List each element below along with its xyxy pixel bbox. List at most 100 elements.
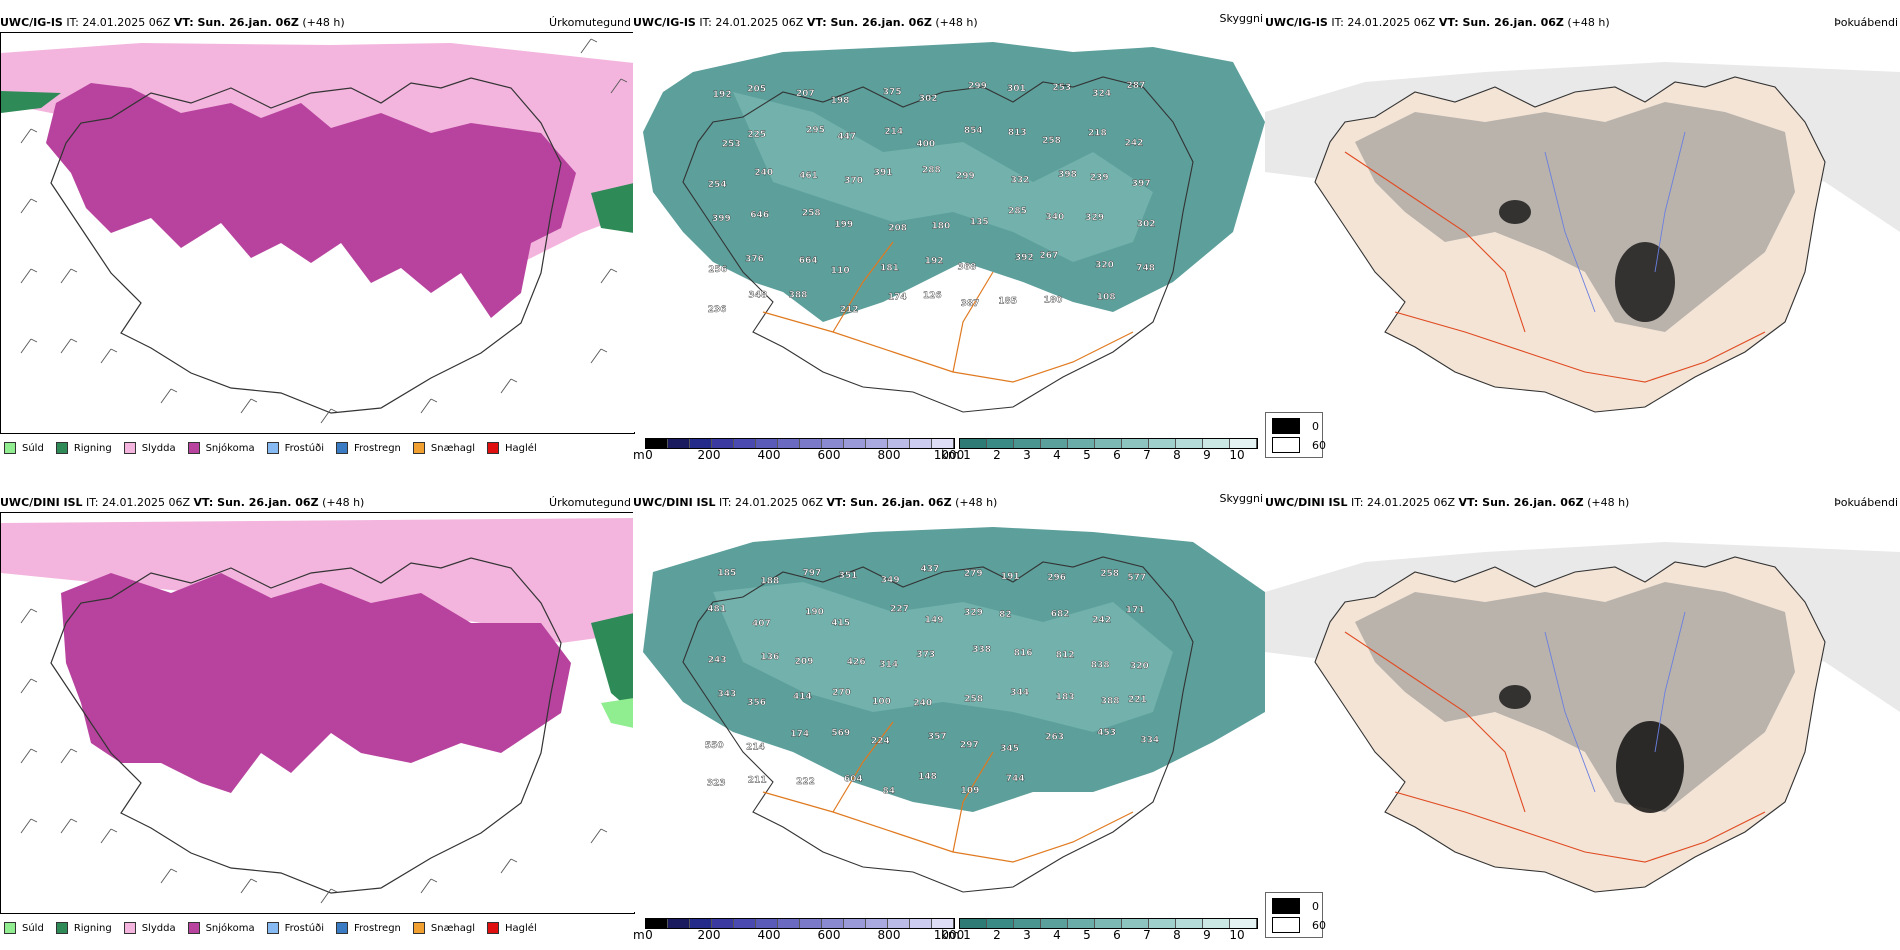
cloud-height-label: 258 — [1042, 136, 1061, 146]
colorbar-tick: 1000 — [933, 928, 965, 942]
colorbar-cell — [756, 439, 778, 448]
cloud-height-label: 604 — [844, 774, 863, 784]
cloud-height-label: 426 — [847, 658, 866, 668]
cloud-height-label: 149 — [925, 616, 944, 626]
fog-legend-row-0: 0 — [1272, 898, 1319, 914]
cloud-height-label: 263 — [1045, 732, 1064, 742]
cloud-height-label: 181 — [880, 264, 899, 274]
cloud-height-label: 345 — [1000, 744, 1019, 754]
colorbar-cell — [1014, 439, 1041, 448]
legend-label: Rigning — [73, 922, 112, 934]
colorbar-tick: 600 — [817, 928, 841, 942]
panel-header: UWC/IG-IS IT: 24.01.2025 06Z VT: Sun. 26… — [633, 12, 1265, 32]
colorbar-cell — [1176, 439, 1203, 448]
legend-label: Haglél — [505, 442, 537, 454]
rain-swatch — [55, 442, 68, 454]
legend-item-graupel: Snæhagl — [412, 442, 476, 454]
fog-map — [1265, 512, 1900, 912]
valid-time: VT: Sun. 26.jan. 06Z — [1458, 496, 1584, 509]
fog-shading — [1355, 102, 1795, 332]
colorbar-tick: 3 — [1023, 928, 1031, 942]
fog-dense — [1616, 721, 1684, 813]
fog-map — [1265, 32, 1900, 432]
legend-item-sleet: Slydda — [123, 922, 176, 934]
cloud-height-label: 338 — [972, 645, 991, 655]
colorbar-tick: 10 — [1229, 448, 1245, 462]
lead-time: (+48 h) — [302, 16, 345, 29]
colorbar-cell — [932, 919, 954, 928]
colorbar-cell — [866, 439, 888, 448]
freezing-drizzle-swatch — [266, 922, 279, 934]
legend-label: Slydda — [141, 922, 176, 934]
cloud-height-label: 279 — [964, 569, 983, 579]
cloud-height-label: 357 — [928, 732, 947, 742]
colorbar-tick: 6 — [1113, 448, 1121, 462]
colorbar-tick: 8 — [1173, 448, 1181, 462]
cloud-height-label: 437 — [921, 565, 940, 575]
colorbar-tick: 800 — [877, 448, 901, 462]
colorbar-cell — [888, 439, 910, 448]
precip-map — [0, 32, 635, 434]
rivers — [1544, 611, 1686, 793]
cloud-height-label: 207 — [796, 89, 815, 99]
cloud-height-label: 397 — [1132, 179, 1151, 189]
cloud-height-label: 748 — [1136, 264, 1155, 274]
colorbar-cell — [1230, 919, 1257, 928]
colorbar-cell — [1230, 439, 1257, 448]
cloud-height-label: 270 — [832, 688, 851, 698]
legend-label: Súld — [22, 922, 44, 934]
sleet-swatch — [123, 922, 136, 934]
rain-area — [591, 613, 634, 713]
fog-dense — [1499, 200, 1531, 224]
cloud-height-label: 323 — [707, 778, 726, 788]
legend-item-rain: Rigning — [55, 922, 112, 934]
precip-legend: Súld Rigning Slydda Snjókoma Frostúði Fr… — [4, 918, 537, 938]
cloud-height-label: 329 — [964, 608, 983, 618]
colorbar-cell — [987, 439, 1014, 448]
colorbar-tick: 1 — [963, 928, 971, 942]
colorbar-tick: 2 — [993, 928, 1001, 942]
cloud-height-label: 813 — [1008, 128, 1027, 138]
fog-panel-top: UWC/IG-IS IT: 24.01.2025 06Z VT: Sun. 26… — [1265, 14, 1900, 466]
sleet-area — [1, 518, 634, 643]
cloud-height-label: 299 — [968, 81, 987, 91]
legend-label: Snæhagl — [430, 922, 476, 934]
visibility-unit: km — [941, 448, 960, 462]
issue-time: IT: 24.01.2025 06Z — [66, 16, 171, 29]
colorbar-cell — [800, 919, 822, 928]
visibility-colorbar-cells — [959, 918, 1258, 929]
fog-legend: 0 60 — [1265, 412, 1326, 458]
iceland-coast — [682, 76, 1194, 413]
colorbar-cell — [1122, 439, 1149, 448]
drizzle-swatch — [4, 922, 16, 934]
cloud-height-label: 171 — [1126, 606, 1145, 616]
cloud-height-label: 227 — [890, 605, 909, 615]
valid-time: VT: Sun. 26.jan. 06Z — [826, 496, 952, 509]
colorbar-cell — [1203, 439, 1230, 448]
cloud-height-label: 285 — [1008, 206, 1027, 216]
lead-time: (+48 h) — [955, 496, 998, 509]
legend-item-freezing-drizzle: Frostúði — [266, 922, 324, 934]
cloud-height-label: 349 — [881, 575, 900, 585]
colorbar-tick: 400 — [757, 928, 781, 942]
model-name: UWC/DINI ISL — [0, 496, 83, 509]
legend-label: Snjókoma — [205, 442, 255, 454]
iceland-coast — [50, 557, 562, 894]
colorbar-cell — [910, 919, 932, 928]
cloud-height-label: 287 — [1127, 81, 1146, 91]
cloud-height-label: 288 — [922, 166, 941, 176]
snow-swatch — [187, 922, 200, 934]
valid-time: VT: Sun. 26.jan. 06Z — [173, 16, 299, 29]
colorbar-tick: 600 — [817, 448, 841, 462]
colorbar-cell — [690, 439, 712, 448]
legend-item-hail: Haglél — [487, 442, 537, 454]
legend-label: Snæhagl — [430, 442, 476, 454]
legend-label: Súld — [22, 442, 44, 454]
cloud-height-label: 180 — [932, 222, 951, 232]
colorbar-cell — [1041, 439, 1068, 448]
cloud-height-label: 214 — [884, 127, 903, 137]
cloud-height-label: 302 — [1137, 219, 1156, 229]
cloud-height-label: 174 — [888, 293, 907, 303]
graupel-swatch — [412, 922, 425, 934]
cloud-height-label: 109 — [961, 786, 980, 796]
